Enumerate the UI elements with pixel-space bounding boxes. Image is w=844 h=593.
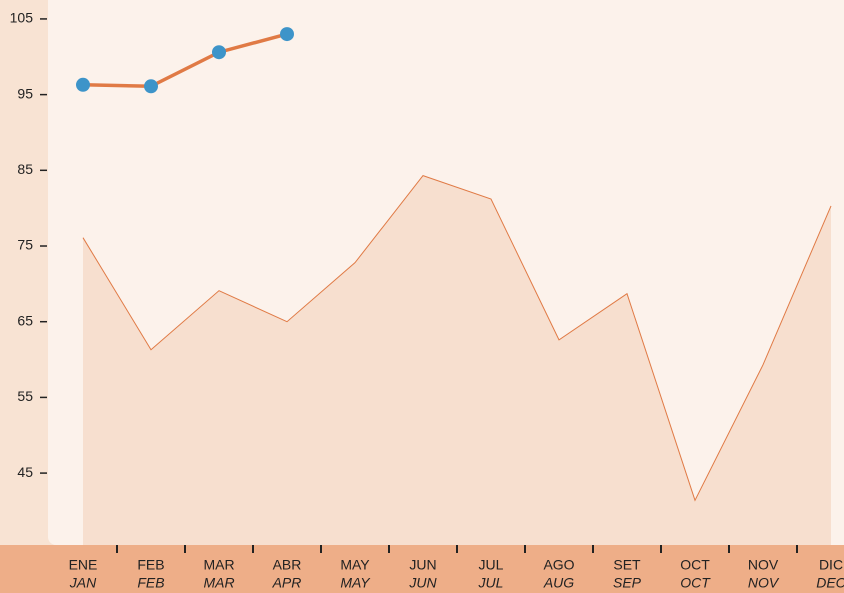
x-tick-label: JUL <box>479 557 504 573</box>
x-tick-label: AGO <box>543 557 574 573</box>
x-tick-label: FEB <box>137 557 164 573</box>
marker <box>280 27 294 42</box>
area <box>83 175 831 545</box>
x-tick-label: NOV <box>748 557 779 573</box>
x-tick-label-secondary: DEC <box>816 575 844 591</box>
y-tick-label: 45 <box>17 464 33 480</box>
marker <box>76 77 90 92</box>
x-tick-label-secondary: JUN <box>408 575 437 591</box>
x-tick-label: ABR <box>273 557 302 573</box>
y-tick-label: 75 <box>17 237 33 253</box>
y-tick-label: 105 <box>10 10 34 26</box>
x-tick-label-secondary: MAR <box>203 575 234 591</box>
x-tick-label: SET <box>613 557 641 573</box>
x-tick-label-secondary: AUG <box>543 575 574 591</box>
marker <box>212 45 226 60</box>
x-tick-label-secondary: SEP <box>613 575 642 591</box>
x-tick-label: JUN <box>409 557 436 573</box>
x-tick-label-secondary: MAY <box>340 575 371 591</box>
x-tick-label: MAR <box>203 557 234 573</box>
x-tick-label-secondary: JAN <box>69 575 97 591</box>
y-tick-label: 65 <box>17 312 33 328</box>
x-tick-label-secondary: JUL <box>478 575 504 591</box>
x-tick-label: ENE <box>69 557 98 573</box>
x-tick-label-secondary: OCT <box>680 575 711 591</box>
y-tick-label: 55 <box>17 388 33 404</box>
y-tick-label: 95 <box>17 85 33 101</box>
x-tick-label: MAY <box>340 557 370 573</box>
x-tick-label-secondary: FEB <box>137 575 164 591</box>
x-tick-label: DIC <box>819 557 843 573</box>
x-axis-band <box>0 545 844 593</box>
marker <box>144 79 158 94</box>
x-tick-label-secondary: NOV <box>748 575 780 591</box>
line <box>82 32 288 89</box>
x-tick-label-secondary: APR <box>272 575 302 591</box>
y-tick-label: 85 <box>17 161 33 177</box>
area-line <box>82 175 832 502</box>
x-tick-label: OCT <box>680 557 710 573</box>
